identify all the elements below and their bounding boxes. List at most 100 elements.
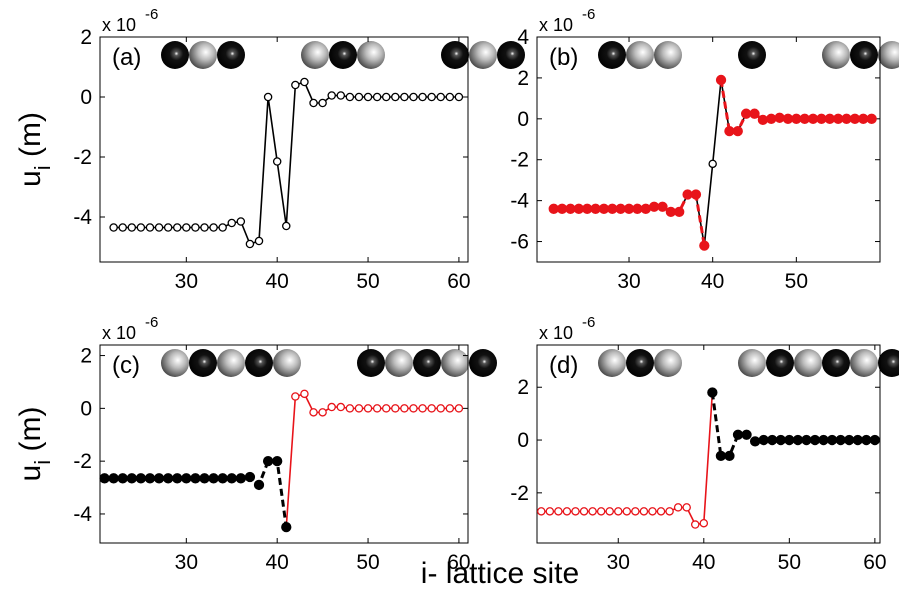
series-line (113, 81, 459, 245)
data-point (291, 80, 300, 90)
data-point (327, 91, 336, 100)
y-label-unit: (m) (14, 407, 47, 460)
data-point (409, 404, 418, 413)
data-point (454, 404, 464, 413)
data-point (245, 239, 255, 249)
data-point (172, 223, 182, 232)
data-point (126, 473, 137, 484)
lattice-ball (822, 349, 850, 377)
data-point (766, 113, 777, 124)
data-point (715, 74, 727, 86)
x-tick-label: 50 (778, 551, 801, 574)
lattice-ball (850, 349, 878, 377)
data-point (665, 206, 677, 218)
y-tick-label: -2 (510, 149, 529, 172)
y-tick-label: 2 (80, 345, 92, 368)
data-point (235, 473, 246, 484)
x-tick-label: 30 (175, 270, 198, 293)
data-point (598, 203, 610, 214)
data-point (622, 507, 632, 516)
data-point (792, 434, 804, 446)
data-point (841, 113, 852, 124)
data-point (782, 113, 794, 124)
data-point (631, 507, 640, 516)
lattice-ball (441, 41, 469, 69)
data-point (858, 113, 869, 124)
data-point (345, 404, 355, 413)
data-point (144, 473, 156, 484)
data-point (172, 473, 183, 484)
data-point (807, 113, 819, 124)
y-tick-label: -4 (73, 206, 92, 229)
data-point (866, 113, 877, 124)
y-label-symbol: u (14, 170, 47, 187)
data-point (309, 98, 318, 108)
lattice-ball (161, 41, 189, 69)
lattice-ball (878, 41, 899, 69)
x-tick-label: 60 (447, 270, 470, 293)
data-point (607, 203, 618, 214)
lattice-ball (385, 349, 413, 377)
data-point (861, 434, 872, 446)
data-point (163, 223, 173, 232)
data-point (732, 125, 743, 137)
y-tick-label: 0 (517, 429, 529, 452)
y-tick-label: 2 (517, 376, 529, 399)
data-point (363, 404, 373, 413)
data-point (801, 434, 812, 446)
x-tick-label: 40 (692, 551, 715, 574)
lattice-ball (441, 349, 469, 377)
data-point (614, 507, 623, 516)
data-point (682, 503, 691, 512)
panel-label: (d) (549, 352, 578, 379)
data-point (190, 473, 201, 484)
data-point (309, 408, 318, 417)
data-point (145, 223, 155, 232)
x-axis-label: i- lattice site (421, 557, 579, 590)
data-point (200, 223, 209, 232)
lattice-ball (273, 349, 301, 377)
data-point (579, 507, 589, 516)
y-tick-label: 2 (517, 67, 529, 90)
data-point (699, 518, 709, 528)
x-tick-label: 40 (701, 270, 724, 293)
x-tick-label: 30 (617, 270, 640, 293)
data-point (665, 507, 674, 516)
data-point (690, 189, 702, 200)
data-point (381, 92, 391, 102)
data-point (657, 201, 668, 212)
data-point (127, 223, 137, 232)
data-point (824, 113, 835, 124)
data-point (640, 203, 651, 214)
data-point (136, 223, 146, 232)
data-point (372, 404, 382, 413)
data-point (445, 404, 455, 413)
y-tick-label: 0 (517, 108, 529, 131)
series-line (553, 193, 706, 246)
data-point (548, 203, 559, 214)
data-point (818, 434, 829, 446)
y-tick-label: -4 (73, 503, 92, 526)
data-point (826, 434, 838, 446)
data-point (99, 473, 110, 484)
x-tick-label: 60 (447, 551, 470, 574)
data-point (835, 434, 846, 446)
data-point (757, 114, 769, 125)
data-point (208, 473, 219, 484)
data-point (774, 112, 785, 123)
data-point (227, 218, 237, 228)
lattice-ball (850, 41, 878, 69)
data-point (690, 520, 700, 529)
lattice-ball (794, 349, 822, 377)
data-point (673, 503, 683, 512)
y-label-subscript: i (30, 460, 55, 465)
data-point (799, 113, 810, 124)
lattice-ball (217, 349, 245, 377)
data-point (318, 408, 327, 417)
data-point (262, 456, 274, 467)
data-point (291, 392, 300, 401)
data-point (588, 507, 597, 516)
data-point (254, 236, 264, 246)
data-point (336, 91, 346, 100)
